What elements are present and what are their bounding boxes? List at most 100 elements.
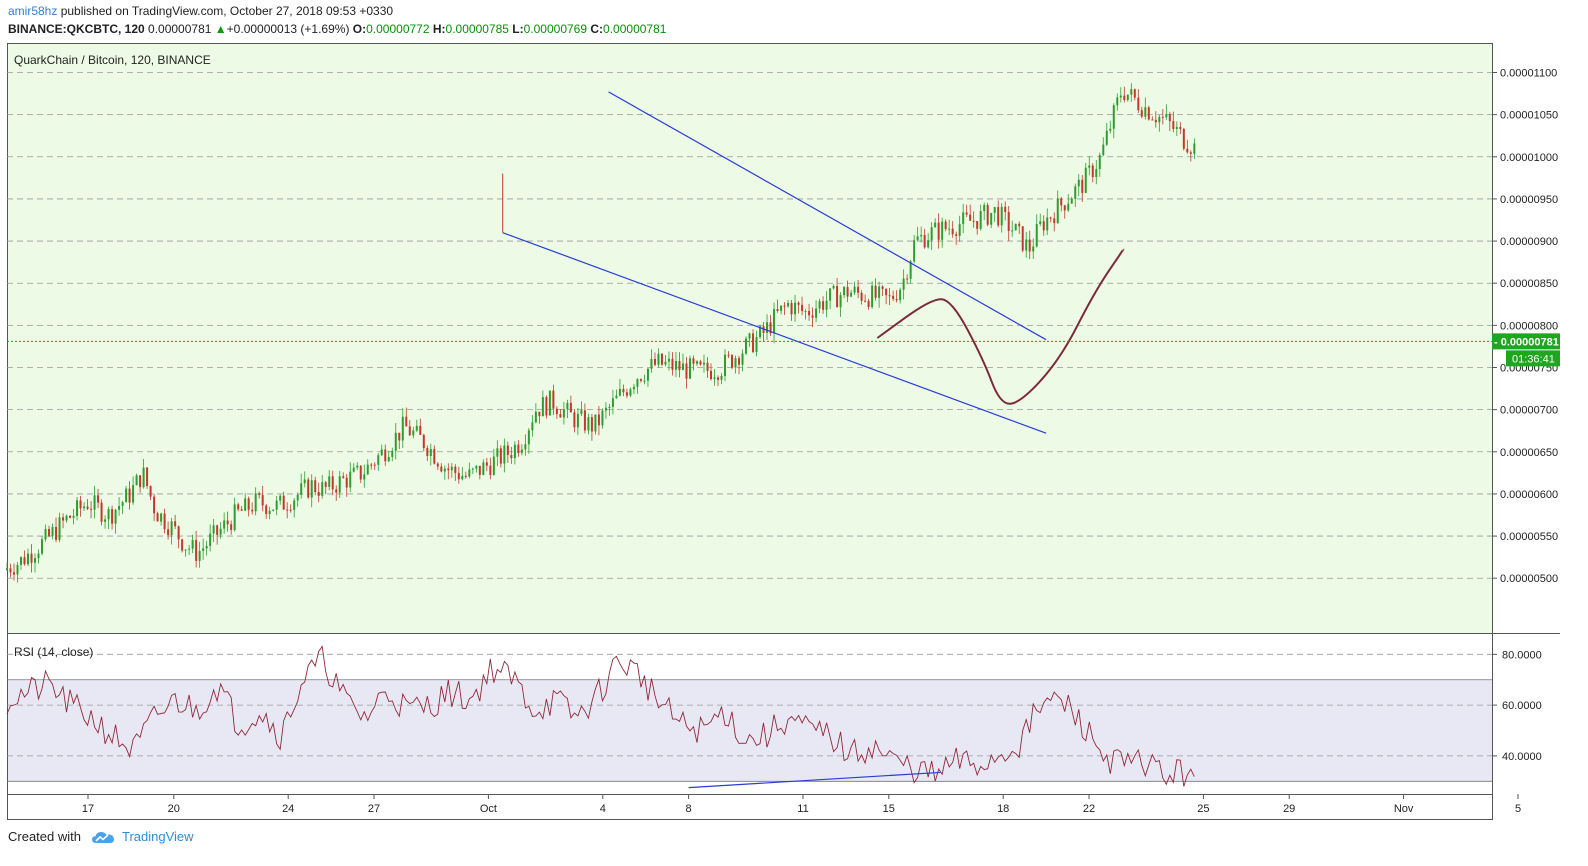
candle-body — [524, 444, 527, 450]
candle-body — [1046, 217, 1049, 231]
candle-body — [268, 510, 271, 515]
candle-body — [573, 412, 576, 428]
candle-body — [1116, 97, 1119, 106]
candle-body — [538, 411, 541, 417]
candle-body — [237, 504, 240, 510]
candle-body — [650, 358, 653, 369]
author-link[interactable]: amir58hz — [8, 4, 58, 18]
candle-body — [569, 402, 572, 413]
countdown-tag-label: 01:36:41 — [1512, 353, 1555, 365]
price-tick-label: 0.00001000 — [1500, 152, 1558, 164]
candle-body — [121, 502, 124, 506]
candle-body — [1182, 128, 1185, 149]
candle-body — [1158, 116, 1161, 123]
candle-body — [1112, 105, 1115, 129]
candle-body — [349, 471, 352, 488]
candle-body — [478, 465, 481, 475]
candle-body — [1098, 155, 1101, 169]
candle-body — [135, 475, 138, 486]
candle-body — [300, 483, 303, 495]
time-tick-label: 17 — [82, 803, 94, 815]
candle-body — [590, 417, 593, 432]
candle-body — [913, 240, 916, 262]
candle-body — [594, 414, 597, 432]
candle-body — [587, 417, 590, 431]
candle-body — [1186, 148, 1189, 153]
candle-body — [1133, 89, 1136, 98]
rsi-trendline[interactable] — [688, 771, 941, 789]
countdown-tag — [1506, 350, 1560, 367]
candle-body — [23, 557, 26, 565]
candle-body — [604, 407, 607, 411]
candle-body — [611, 398, 614, 407]
candle-body — [916, 236, 919, 241]
candle-body — [366, 464, 369, 475]
candle-body — [674, 361, 677, 370]
lower-channel-line[interactable] — [502, 232, 1047, 434]
candle-body — [1032, 246, 1035, 252]
candle-body — [408, 426, 411, 436]
candle-body — [510, 455, 513, 459]
candle-body — [48, 528, 51, 536]
candle-body — [499, 448, 502, 464]
candle-body — [934, 222, 937, 228]
candle-body — [1039, 221, 1042, 225]
candle-body — [429, 448, 432, 456]
candle-body — [1063, 205, 1066, 211]
candle-body — [464, 475, 467, 477]
ohlc-line: BINANCE:QKCBTC, 120 0.00000781 ▲+0.00000… — [8, 22, 666, 36]
candle-body — [247, 498, 250, 510]
candle-body — [482, 462, 485, 475]
candle-body — [731, 355, 734, 368]
candle-body — [380, 449, 383, 456]
candle-body — [13, 572, 16, 575]
candle-body — [69, 515, 72, 518]
candle-body — [139, 475, 142, 488]
candle-body — [90, 508, 93, 510]
candle-body — [153, 496, 156, 514]
candle-body — [625, 392, 628, 396]
upper-channel-line[interactable] — [608, 91, 1047, 341]
time-tick-label: Oct — [480, 803, 497, 815]
candle-body — [857, 286, 860, 293]
candle-body — [177, 526, 180, 540]
candle-body — [909, 261, 912, 279]
candle-body — [930, 227, 933, 241]
candle-body — [976, 221, 979, 229]
candle-body — [181, 539, 184, 551]
candle-body — [296, 494, 299, 501]
candle-body — [692, 358, 695, 364]
price-tick-label: 0.00000500 — [1500, 573, 1558, 585]
candle-body — [233, 504, 236, 531]
candle-body — [1126, 94, 1129, 101]
candle-body — [1165, 114, 1168, 118]
candle-body — [906, 278, 909, 280]
candle-body — [363, 474, 366, 480]
candle-body — [352, 467, 355, 472]
candle-body — [303, 479, 306, 484]
candle-body — [867, 300, 870, 308]
candle-body — [317, 492, 320, 496]
candle-body — [125, 488, 128, 503]
candle-body — [412, 430, 415, 436]
candle-body — [1077, 179, 1080, 187]
candle-body — [853, 286, 856, 293]
candle-body — [1189, 152, 1192, 154]
candle-body — [850, 292, 853, 297]
candle-body — [41, 539, 44, 554]
candle-body — [356, 465, 359, 468]
candle-body — [513, 444, 516, 459]
rsi-band — [7, 679, 1492, 782]
published-text: published on TradingView.com, October 27… — [60, 4, 394, 18]
candle-body — [783, 305, 786, 307]
candle-body — [279, 495, 282, 501]
tradingview-brand-link[interactable]: TradingView — [122, 829, 194, 844]
candle-body — [962, 212, 965, 225]
candle-body — [212, 525, 215, 534]
candle-body — [836, 285, 839, 308]
candle-body — [1074, 186, 1077, 199]
projection-curve[interactable] — [876, 248, 1125, 405]
candle-body — [436, 463, 439, 467]
candle-body — [275, 500, 278, 510]
